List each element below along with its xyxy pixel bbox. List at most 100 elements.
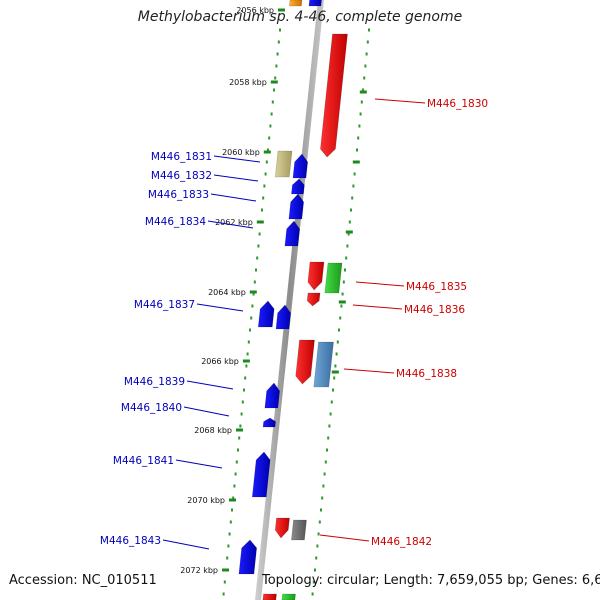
leader-line [210,193,257,202]
outer-ring-dot [339,316,342,320]
inner-ring-dot [255,268,257,272]
inner-ring-dot [265,160,268,164]
outer-ring-dot [341,292,344,296]
genome-stats-text: Topology: circular; Length: 7,659,055 bp… [262,573,600,588]
gene-arrow-gray [291,519,307,541]
leader-line [355,281,405,287]
inner-ring-dot [252,292,255,296]
gene-arrow-M446_1836 [306,292,321,307]
outer-ring-dot [312,580,315,584]
tick-label: 2070 kbp [187,496,225,505]
inner-ring-dot [249,328,251,332]
gene-arrow-green [324,262,343,294]
outer-ring-dot [359,112,362,116]
outer-ring-dot [362,88,364,92]
tick-mark [256,220,264,224]
inner-ring-dot [226,556,229,560]
inner-ring-dot [235,460,238,464]
gene-arrow-steelblue [313,341,334,388]
outer-ring-dot [318,520,321,524]
outer-ring-dot [316,544,319,548]
outer-ring-dot [342,280,345,284]
leader-line [213,155,261,163]
outer-ring-dot [345,256,348,260]
outer-ring-dot [338,328,340,332]
gene-arrow-partial [262,593,277,600]
gene-label-M446_1839[interactable]: M446_1839 [124,376,185,388]
outer-ring-dot [321,496,324,500]
tick-mark [236,428,243,432]
inner-ring-dot [246,352,249,356]
leader-line [352,304,403,310]
gene-label-M446_1830[interactable]: M446_1830 [427,98,488,110]
inner-ring-dot [238,436,241,440]
outer-ring-dot [328,424,331,428]
gene-label-M446_1838[interactable]: M446_1838 [396,368,457,380]
tick-mark [270,80,278,84]
outer-ring-dot [366,40,369,44]
outer-ring-dot [329,412,332,416]
outer-ring-dot [351,196,354,200]
gene-label-M446_1834[interactable]: M446_1834 [145,216,206,228]
tick-marks: 2056 kbp 2058 kbp 2060 kbp 2062 kbp 2064 kbp… [180,6,367,575]
leader-line [186,380,234,390]
leader-line [196,303,244,312]
outer-ring-dot [347,232,350,236]
outer-ring-dot [352,184,355,188]
inner-ring-dot [251,304,254,308]
leader-line [207,220,254,229]
outer-ring-dot [314,568,316,572]
outer-ring-dot [333,376,336,380]
inner-ring-dot [227,544,230,548]
gene-label-M446_1835[interactable]: M446_1835 [406,281,467,293]
tick-mark [263,150,271,154]
outer-ring-dot [344,268,346,272]
tick-mark [229,498,236,502]
gene-label-M446_1841[interactable]: M446_1841 [113,455,174,467]
outer-ring-dot [311,592,314,596]
outer-ring-dot [335,352,338,356]
gene-label-M446_1832[interactable]: M446_1832 [151,170,212,182]
outer-ring-dot [317,532,320,536]
gene-label-M446_1831[interactable]: M446_1831 [151,151,212,163]
gene-arrow-M446_1834 [284,220,300,247]
inner-ring-dot [244,376,247,380]
tick-mark [222,568,229,572]
outer-ring-dot [358,124,361,128]
tick-mark [345,230,353,234]
label-leader-lines [162,98,426,550]
tick-mark [352,160,360,164]
gene-label-M446_1842[interactable]: M446_1842 [371,536,432,548]
outer-ring-dot [324,460,327,464]
inner-ring-dot [263,184,266,188]
inner-ring-dot [273,88,275,92]
gene-arrow-M446_1840 [262,417,276,428]
outer-ring-dot [322,484,325,488]
gene-label-M446_1837[interactable]: M446_1837 [134,299,195,311]
inner-ring-dot [229,520,232,524]
outer-ring-dot [315,556,318,560]
outer-ring-dot [330,400,333,404]
gene-label-M446_1836[interactable]: M446_1836 [404,304,465,316]
tick-label: 2068 kbp [194,426,232,435]
gene-arrow-partial [308,0,322,7]
inner-ring-dot [222,592,225,596]
gene-arrow-M446_1831 [292,153,308,179]
gene-arrow-M446_1833 [288,193,304,220]
inner-ring-dot [262,196,265,200]
inner-ring-dot [223,580,226,584]
tick-mark [359,90,367,94]
gene-label-M446_1840[interactable]: M446_1840 [121,402,182,414]
gene-label-M446_1833[interactable]: M446_1833 [148,189,209,201]
map-title: Methylobacterium sp. 4-46, complete geno… [137,9,463,25]
tick-label: 2062 kbp [215,218,253,227]
tick-mark [331,370,339,374]
gene-label-M446_1843[interactable]: M446_1843 [100,535,161,547]
tick-label: 2056 kbp [236,6,274,15]
accession-text: Accession: NC_010511 [9,573,157,588]
inner-ring-dot [277,40,280,44]
inner-ring-dot [253,280,256,284]
tick-label: 2072 kbp [180,566,218,575]
leader-line [175,459,223,469]
